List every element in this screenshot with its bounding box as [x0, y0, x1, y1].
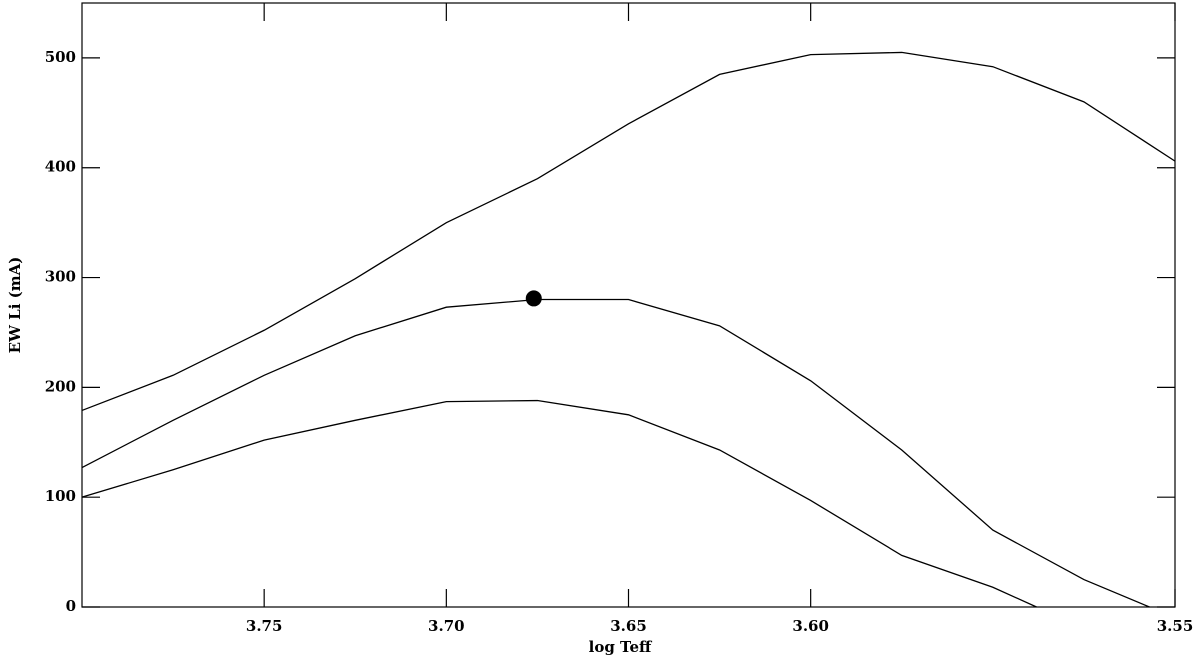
y-tick-label: 300 [45, 268, 76, 286]
curve [81, 399, 1037, 608]
y-tick-label: 100 [45, 487, 76, 505]
x-tick-label: 3.60 [792, 617, 829, 635]
curve [81, 298, 1150, 608]
x-tick-label: 3.65 [610, 617, 647, 635]
x-tick-label: 3.55 [1157, 617, 1194, 635]
x-tick-label: 3.70 [428, 617, 465, 635]
x-axis-label: log Teff [589, 638, 653, 656]
y-axis-label: EW Li (mA) [6, 257, 24, 354]
plot-frame [81, 2, 1176, 608]
y-tick-label: 200 [45, 377, 76, 395]
y-tick-label: 0 [66, 597, 76, 615]
curve [81, 51, 1176, 412]
x-tick-label: 3.75 [246, 617, 283, 635]
y-tick-label: 500 [45, 48, 76, 66]
y-tick-label: 400 [45, 158, 76, 176]
data-point [525, 290, 542, 307]
